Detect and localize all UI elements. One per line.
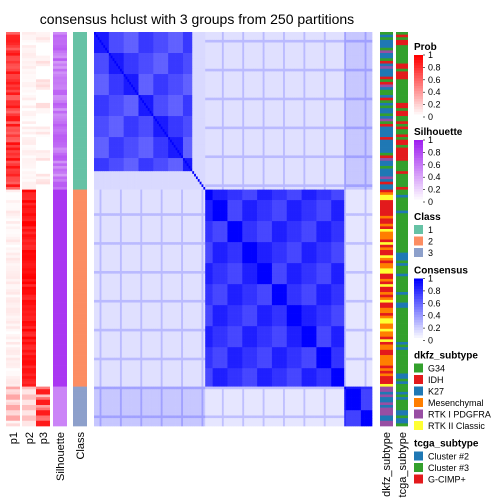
consensus-cell: [370, 111, 372, 114]
consensus-cell: [370, 79, 372, 82]
consensus-cell: [370, 45, 372, 48]
consensus-cell: [370, 113, 372, 116]
consensus-cell: [370, 48, 372, 51]
consensus-cell: [370, 82, 372, 85]
consensus-cell: [370, 64, 372, 67]
consensus-cell: [370, 50, 372, 53]
consensus-cell: [370, 61, 372, 64]
consensus-cell: [370, 74, 372, 77]
consensus-cell: [370, 106, 372, 109]
consensus-cell: [370, 98, 372, 101]
consensus-cell: [370, 32, 372, 35]
consensus-cell: [370, 66, 372, 69]
consensus-cell: [370, 103, 372, 106]
consensus-cell: [370, 71, 372, 74]
consensus-cell: [370, 100, 372, 103]
consensus-cell: [370, 87, 372, 90]
consensus-cell: [370, 35, 372, 38]
consensus-cell: [370, 92, 372, 95]
consensus-cell: [370, 85, 372, 88]
consensus-cell: [370, 37, 372, 40]
consensus-cell: [370, 90, 372, 93]
consensus-cell: [370, 69, 372, 72]
chart-title: consensus hclust with 3 groups from 250 …: [40, 11, 354, 27]
consensus-cell: [370, 40, 372, 43]
consensus-cell: [370, 58, 372, 61]
consensus-cell: [370, 77, 372, 80]
consensus-cell: [370, 116, 372, 119]
consensus-cell: [370, 95, 372, 98]
consensus-cell: [370, 53, 372, 56]
consensus-cell: [370, 43, 372, 46]
consensus-cell: [370, 56, 372, 59]
consensus-cell: [370, 108, 372, 111]
consensus-matrix: [94, 32, 372, 426]
